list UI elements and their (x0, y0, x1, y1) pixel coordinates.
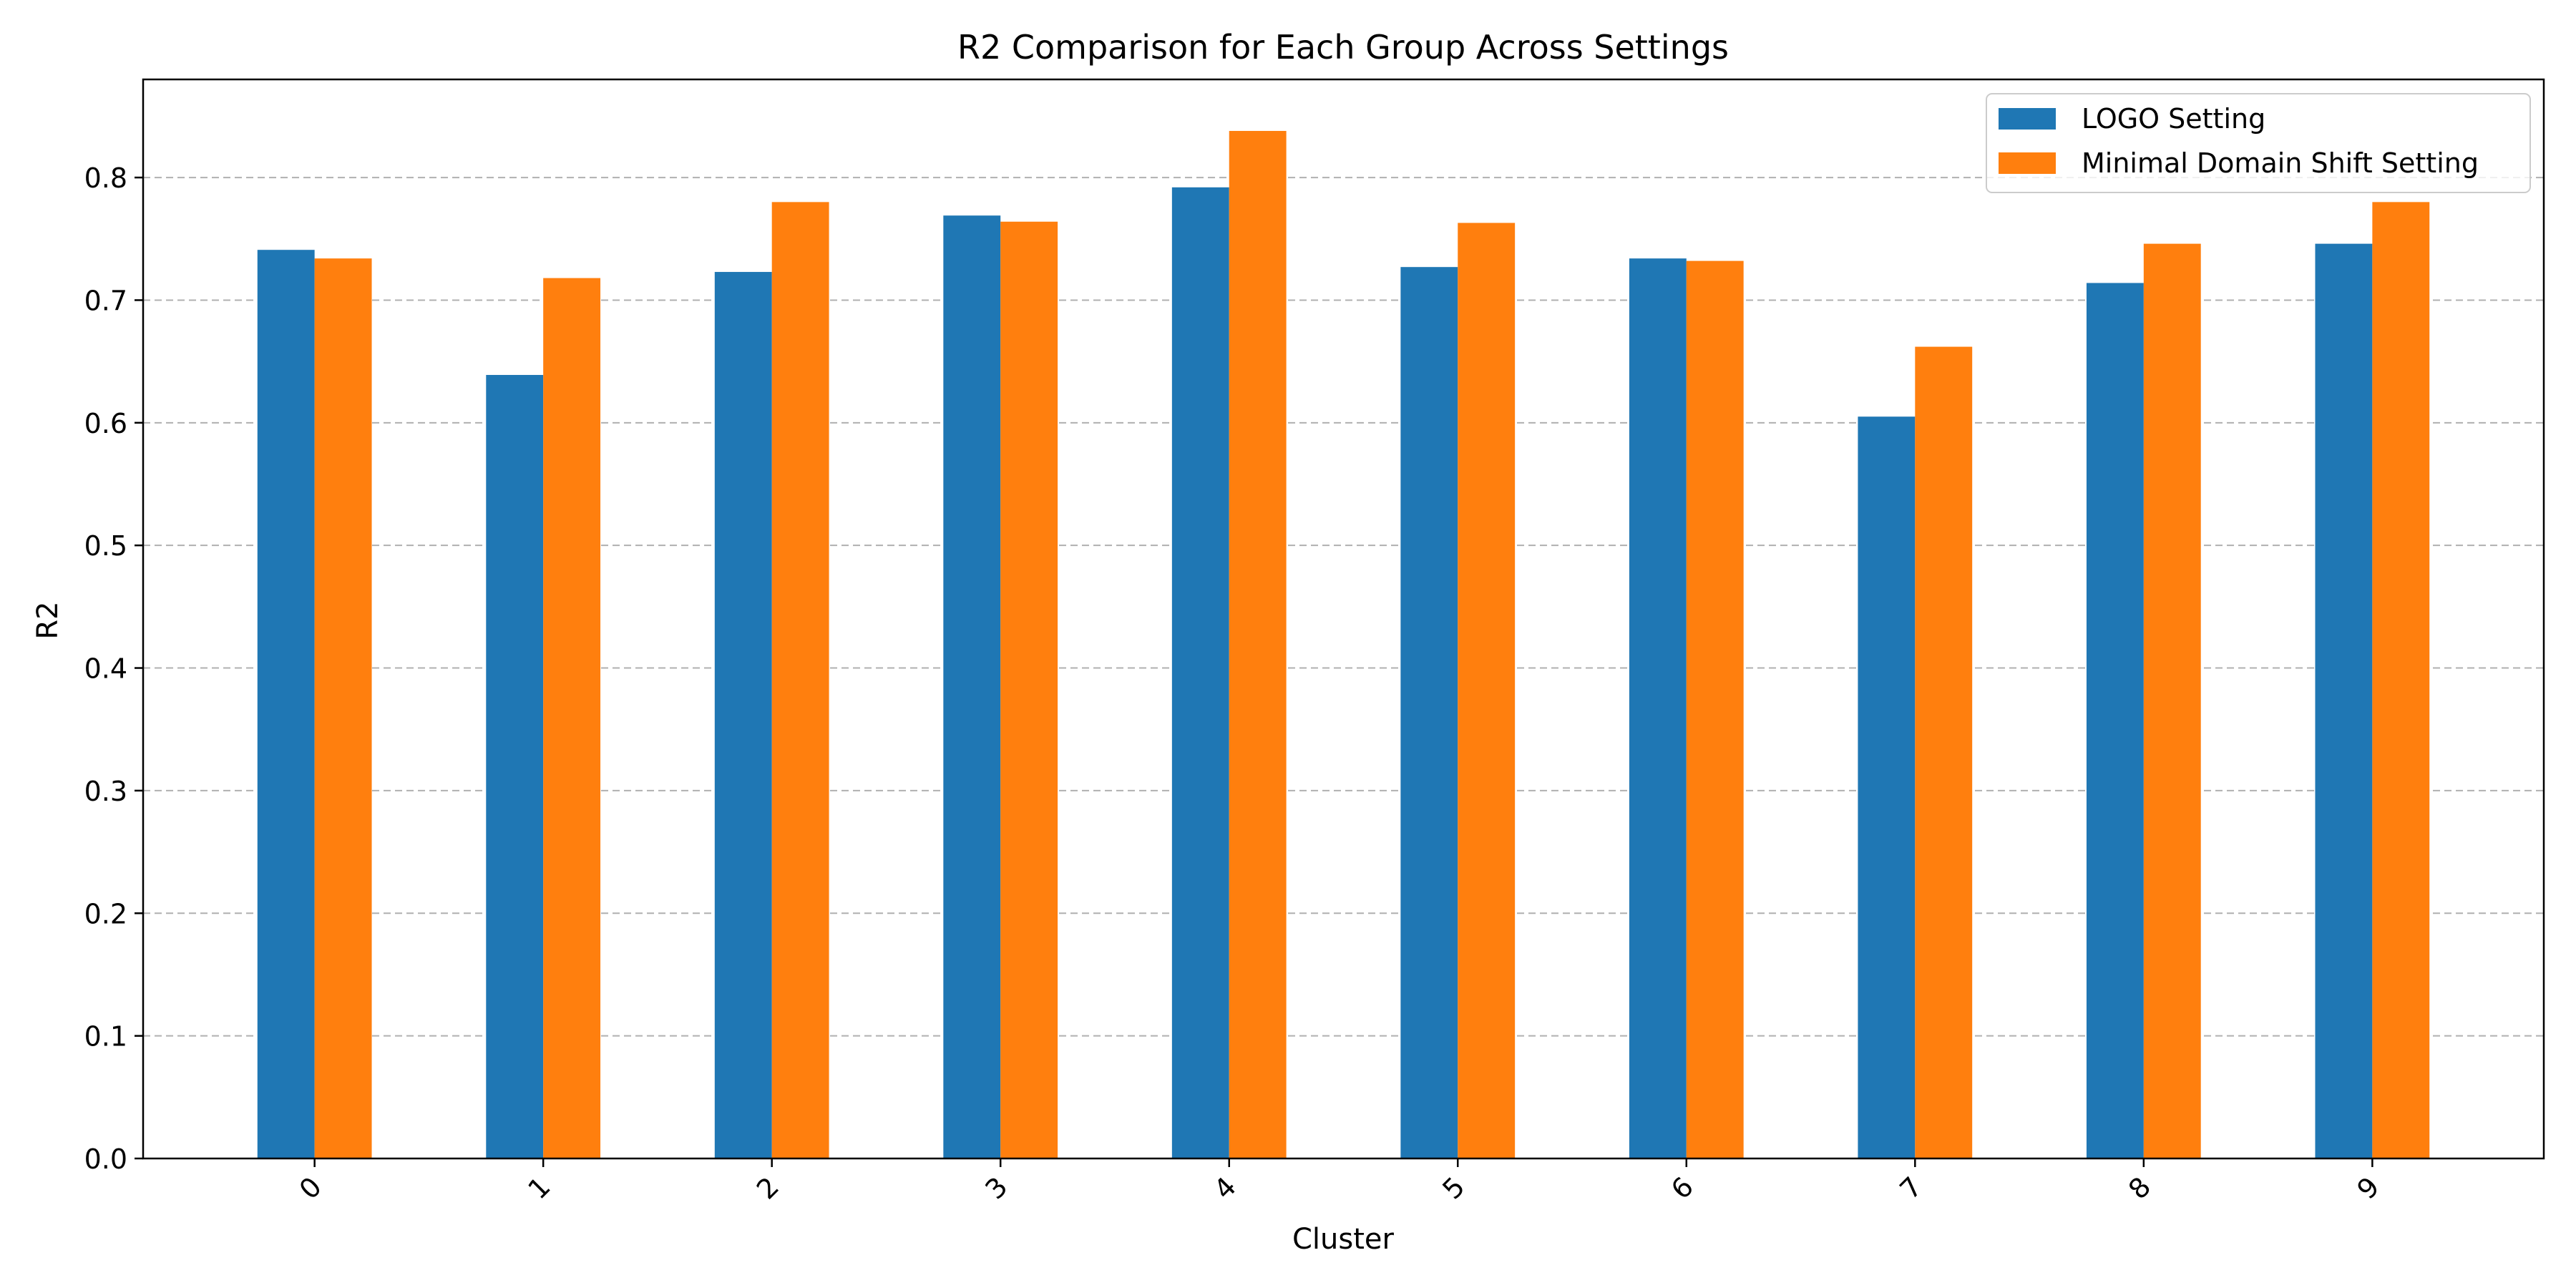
bar (2143, 243, 2201, 1159)
y-tick-label: 0.4 (84, 653, 127, 685)
legend-swatch (1999, 152, 2056, 174)
bar (1400, 267, 1458, 1158)
y-tick-label: 0.0 (84, 1143, 127, 1175)
bar (2315, 243, 2373, 1159)
legend-swatch (1999, 108, 2056, 130)
bar (1229, 130, 1287, 1158)
bars-group (257, 130, 2430, 1159)
bar (1458, 223, 1516, 1158)
legend-box (1986, 93, 2531, 193)
plot-frame (142, 78, 2545, 1160)
y-tick-label: 0.6 (84, 408, 127, 439)
bar (314, 258, 372, 1158)
bar (771, 202, 829, 1158)
legend-label: Minimal Domain Shift Setting (2082, 147, 2479, 179)
bar (486, 374, 544, 1159)
y-tick-label: 0.3 (84, 776, 127, 807)
bar (257, 250, 315, 1159)
y-tick-label: 0.2 (84, 898, 127, 930)
y-axis-label: R2 (31, 601, 64, 639)
bar (543, 278, 601, 1158)
bar (1171, 187, 1229, 1158)
bar (714, 272, 772, 1159)
chart-title: R2 Comparison for Each Group Across Sett… (957, 28, 1729, 67)
legend-label: LOGO Setting (2082, 103, 2265, 135)
bar (1000, 221, 1058, 1158)
y-tick-label: 0.5 (84, 530, 127, 562)
bar (1858, 416, 1916, 1158)
y-tick-label: 0.7 (84, 285, 127, 316)
y-axis: 0.0 0.1 0.2 0.3 0.4 0.5 0.6 0.7 0.8 (84, 162, 143, 1175)
y-tick-label: 0.1 (84, 1021, 127, 1053)
bar (2086, 283, 2144, 1158)
bar (943, 215, 1001, 1158)
bar (2372, 202, 2430, 1158)
legend: LOGO Setting Minimal Domain Shift Setting (1986, 93, 2531, 193)
bar (1629, 258, 1687, 1158)
bar (1915, 346, 1973, 1158)
bar (1686, 260, 1744, 1159)
x-axis-label: Cluster (1292, 1223, 1395, 1256)
y-tick-label: 0.8 (84, 162, 127, 194)
